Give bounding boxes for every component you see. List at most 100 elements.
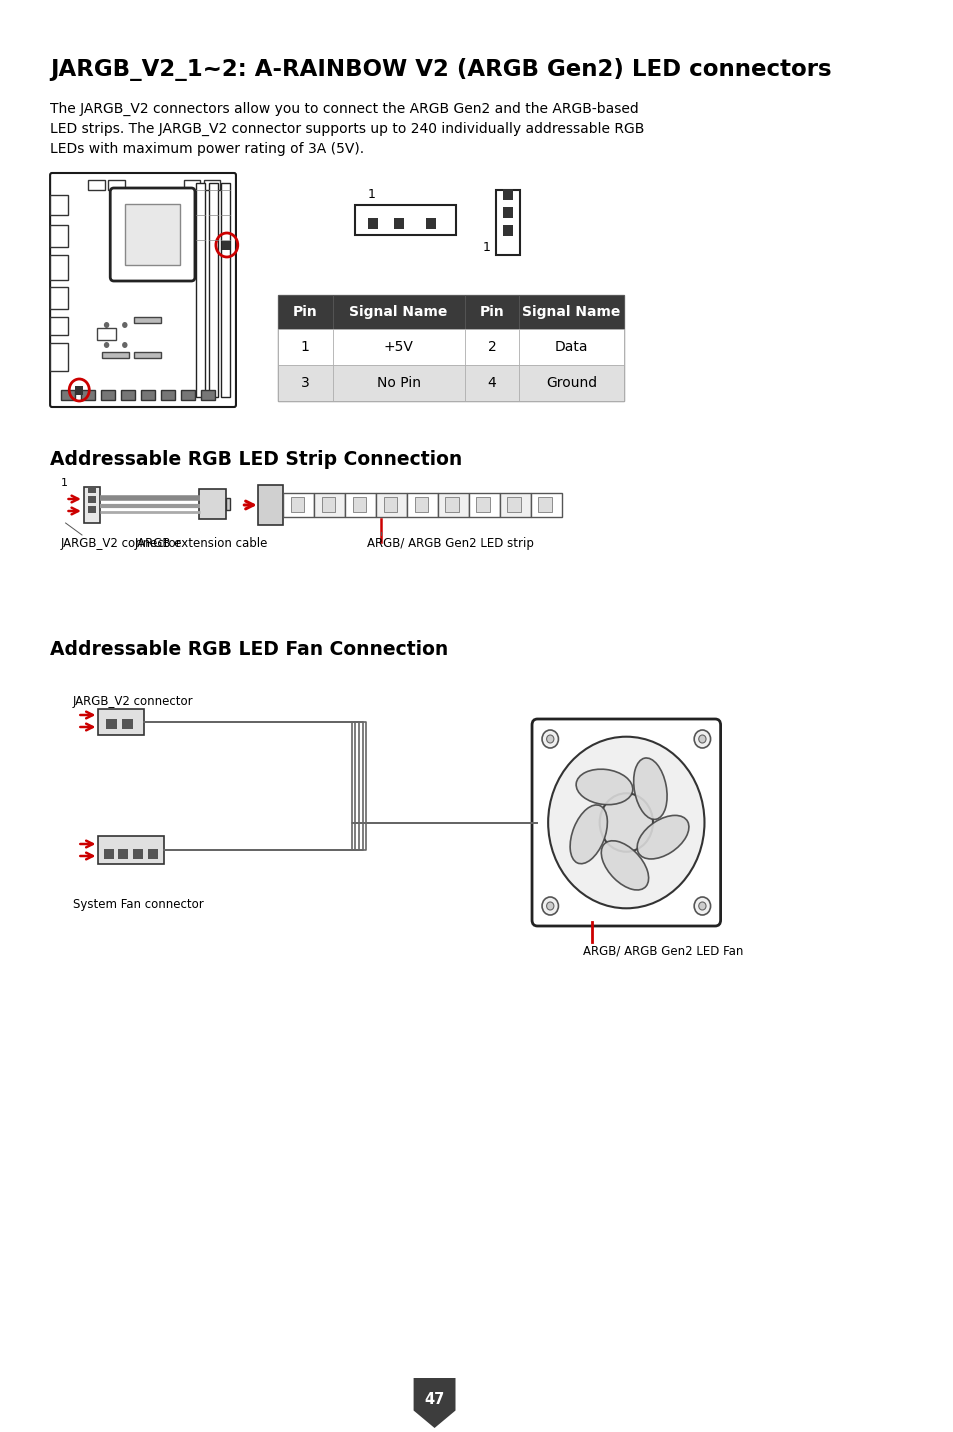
Bar <box>74 387 83 395</box>
Circle shape <box>104 322 110 328</box>
Bar <box>51 344 69 371</box>
Bar <box>394 218 403 229</box>
Bar <box>464 329 518 365</box>
Bar <box>518 295 623 329</box>
Bar <box>89 485 95 493</box>
Circle shape <box>698 902 705 909</box>
Text: 1: 1 <box>368 188 375 200</box>
Bar <box>518 329 623 365</box>
Bar <box>445 497 458 513</box>
Text: Data: Data <box>555 339 588 354</box>
Bar <box>502 189 513 200</box>
Bar <box>109 180 125 190</box>
Text: JARGB_V2_1~2: A-RAINBOW V2 (ARGB Gen2) LED connectors: JARGB_V2_1~2: A-RAINBOW V2 (ARGB Gen2) L… <box>51 59 831 82</box>
Bar <box>209 183 217 397</box>
Bar <box>353 497 366 513</box>
Bar <box>502 225 513 236</box>
FancyBboxPatch shape <box>51 173 235 407</box>
Circle shape <box>104 342 110 348</box>
Ellipse shape <box>600 841 648 891</box>
Bar <box>118 849 129 859</box>
Bar <box>277 295 333 329</box>
Text: 1: 1 <box>61 478 68 488</box>
Bar <box>407 493 437 517</box>
Bar <box>201 390 214 400</box>
Polygon shape <box>414 1378 455 1428</box>
Circle shape <box>541 896 558 915</box>
Bar <box>355 205 455 235</box>
Ellipse shape <box>637 815 688 859</box>
Bar <box>106 719 116 729</box>
Ellipse shape <box>633 758 666 819</box>
Circle shape <box>599 793 652 852</box>
Bar <box>226 498 231 510</box>
Circle shape <box>694 896 710 915</box>
Bar <box>51 316 69 335</box>
Bar <box>61 390 74 400</box>
Bar <box>333 365 464 401</box>
Bar <box>321 497 335 513</box>
Bar <box>537 497 552 513</box>
Text: ARGB/ ARGB Gen2 LED Fan: ARGB/ ARGB Gen2 LED Fan <box>582 945 742 958</box>
Ellipse shape <box>570 805 607 863</box>
Bar <box>132 849 143 859</box>
Bar <box>333 329 464 365</box>
Text: System Fan connector: System Fan connector <box>72 898 203 911</box>
Circle shape <box>548 736 703 908</box>
Bar <box>222 241 231 251</box>
Bar <box>426 218 436 229</box>
Text: 47: 47 <box>424 1392 444 1406</box>
Circle shape <box>546 902 554 909</box>
Circle shape <box>122 322 128 328</box>
Bar <box>122 719 132 729</box>
Bar <box>518 365 623 401</box>
Bar <box>148 849 157 859</box>
Bar <box>257 485 283 526</box>
Circle shape <box>694 730 710 748</box>
Text: Addressable RGB LED Strip Connection: Addressable RGB LED Strip Connection <box>51 450 462 470</box>
Bar <box>81 390 94 400</box>
Bar <box>51 225 69 246</box>
Bar <box>181 390 194 400</box>
Bar <box>204 180 220 190</box>
Bar <box>221 183 231 397</box>
Bar <box>277 329 333 365</box>
Circle shape <box>698 735 705 743</box>
Bar <box>51 286 69 309</box>
Bar <box>333 295 464 329</box>
Text: 3: 3 <box>300 377 309 390</box>
Text: No Pin: No Pin <box>376 377 420 390</box>
Text: 1: 1 <box>300 339 310 354</box>
Bar <box>141 390 154 400</box>
Bar <box>104 849 113 859</box>
Bar <box>102 352 130 358</box>
Bar <box>469 493 499 517</box>
Text: JARGB_V2 connector: JARGB_V2 connector <box>61 537 181 550</box>
Bar <box>368 218 377 229</box>
FancyBboxPatch shape <box>532 719 720 927</box>
Bar <box>476 497 490 513</box>
Bar <box>98 709 144 735</box>
Bar <box>277 295 623 401</box>
Ellipse shape <box>576 769 632 805</box>
Bar <box>84 487 100 523</box>
Bar <box>507 497 520 513</box>
Bar <box>184 180 200 190</box>
Text: Signal Name: Signal Name <box>349 305 447 319</box>
Bar <box>121 390 134 400</box>
Bar <box>89 495 95 503</box>
Text: Addressable RGB LED Fan Connection: Addressable RGB LED Fan Connection <box>51 640 448 659</box>
Text: 2: 2 <box>487 339 496 354</box>
Bar <box>89 505 95 513</box>
FancyBboxPatch shape <box>111 188 194 281</box>
Bar <box>502 208 513 218</box>
Circle shape <box>541 730 558 748</box>
Text: JARGB_V2 connector: JARGB_V2 connector <box>72 695 193 707</box>
Bar <box>499 493 531 517</box>
Bar <box>496 190 519 255</box>
Bar <box>383 497 396 513</box>
Bar <box>464 365 518 401</box>
Text: JARGB extension cable: JARGB extension cable <box>134 537 268 550</box>
Bar <box>531 493 561 517</box>
Bar <box>277 365 333 401</box>
